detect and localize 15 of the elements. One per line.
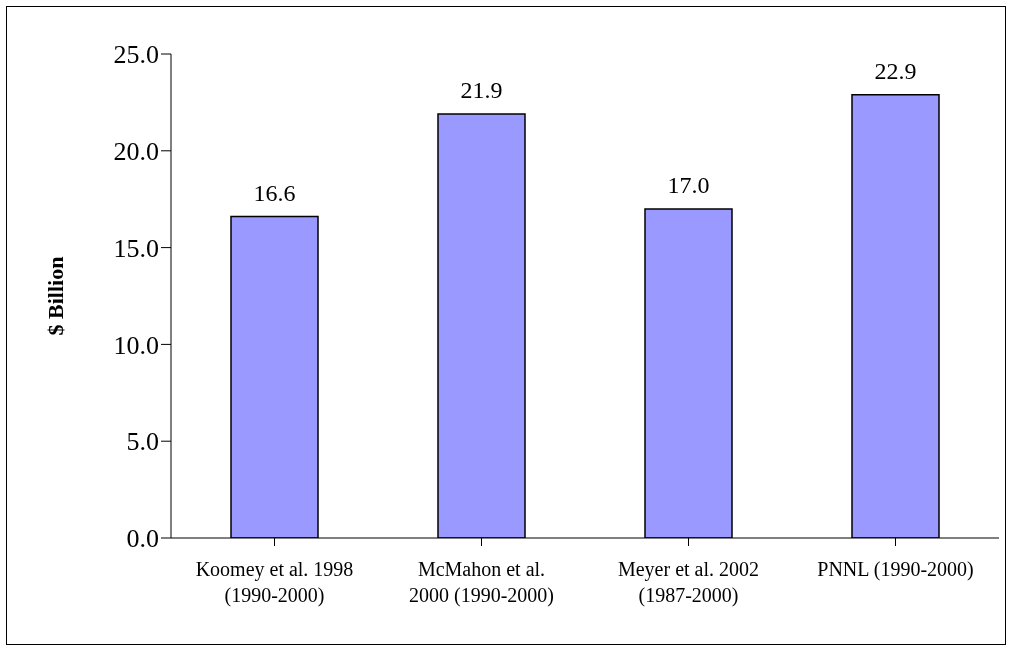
y-axis-title: $ Billion (42, 256, 68, 336)
y-tick-label: 15.0 (113, 233, 159, 263)
x-tick-label: PNNL (1990-2000) (817, 558, 974, 581)
y-tick-label: 20.0 (113, 137, 159, 167)
data-label: 17.0 (667, 171, 710, 198)
y-tick-label: 25.0 (113, 40, 159, 70)
x-tick-label: Koomey et al. 1998 (1990-2000) (195, 558, 354, 607)
x-tick-label: McMahon et al. 2000 (1990-2000) (409, 558, 554, 607)
data-label: 22.9 (874, 57, 917, 84)
data-label: 21.9 (460, 77, 503, 104)
y-tick-label: 10.0 (113, 330, 159, 360)
x-tick-label: Meyer et al. 2002 (1987-2000) (617, 558, 760, 607)
y-tick-label: 0.0 (126, 524, 159, 554)
y-tick-label: 5.0 (126, 427, 159, 457)
data-label: 16.6 (253, 179, 296, 206)
